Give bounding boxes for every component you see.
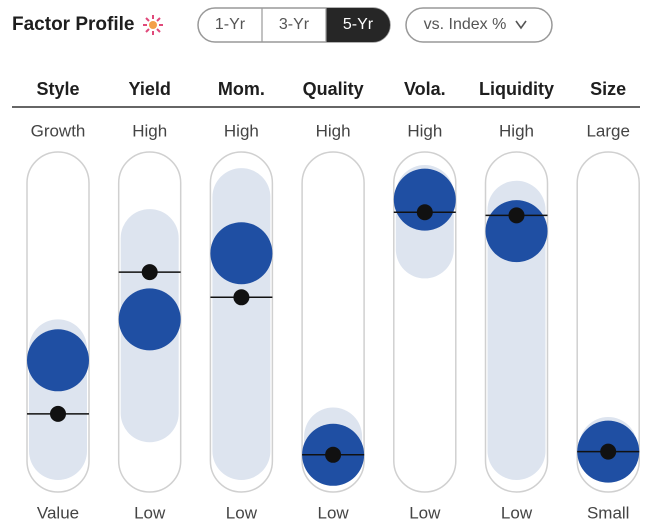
factor-name: Mom. xyxy=(218,79,265,99)
fund-marker xyxy=(27,329,89,392)
range-band xyxy=(212,168,271,480)
dropdown-label: vs. Index % xyxy=(424,16,507,33)
track xyxy=(301,151,365,493)
factor-name: Vola. xyxy=(404,79,446,99)
high-label: High xyxy=(316,121,351,140)
toggle-option[interactable]: 5-Yr xyxy=(343,16,374,33)
factor-columns: Style Growth Value Yield High Low Mom. High Low Q… xyxy=(26,79,640,522)
high-label: High xyxy=(224,121,259,140)
factor-name: Size xyxy=(590,79,626,99)
period-toggle[interactable]: 1-Yr 3-Yr 5-Yr xyxy=(197,7,391,43)
comparison-dropdown[interactable]: vs. Index % xyxy=(405,7,553,43)
index-marker xyxy=(233,289,250,306)
high-label: High xyxy=(499,121,534,140)
high-label: Growth xyxy=(31,121,86,140)
high-label: High xyxy=(407,121,442,140)
index-marker xyxy=(141,264,158,281)
high-label: Large xyxy=(586,121,629,140)
low-label: Low xyxy=(318,503,350,522)
toggle-option[interactable]: 1-Yr xyxy=(215,16,246,33)
index-marker xyxy=(600,443,617,460)
low-label: Low xyxy=(409,503,441,522)
icon xyxy=(143,15,163,35)
factor-name: Quality xyxy=(303,79,364,99)
fund-marker xyxy=(393,168,456,231)
low-label: Value xyxy=(37,503,79,522)
factor-name: Liquidity xyxy=(479,79,554,99)
low-label: Low xyxy=(501,503,533,522)
title: Factor Profile xyxy=(12,14,134,35)
track xyxy=(576,151,640,493)
toggle-selected xyxy=(326,8,390,42)
index-marker xyxy=(50,405,66,422)
fund-marker xyxy=(210,222,273,285)
low-label: Small xyxy=(587,503,630,522)
toggle-option[interactable]: 3-Yr xyxy=(279,16,310,33)
factor-name: Yield xyxy=(129,79,171,99)
index-marker xyxy=(416,204,433,221)
high-label: High xyxy=(132,121,167,140)
low-label: Low xyxy=(134,503,166,522)
chevron xyxy=(515,20,527,30)
index-marker xyxy=(325,446,342,463)
factor-name: Style xyxy=(36,79,79,99)
low-label: Low xyxy=(226,503,258,522)
fund-marker xyxy=(118,288,181,351)
index-marker xyxy=(508,207,525,224)
